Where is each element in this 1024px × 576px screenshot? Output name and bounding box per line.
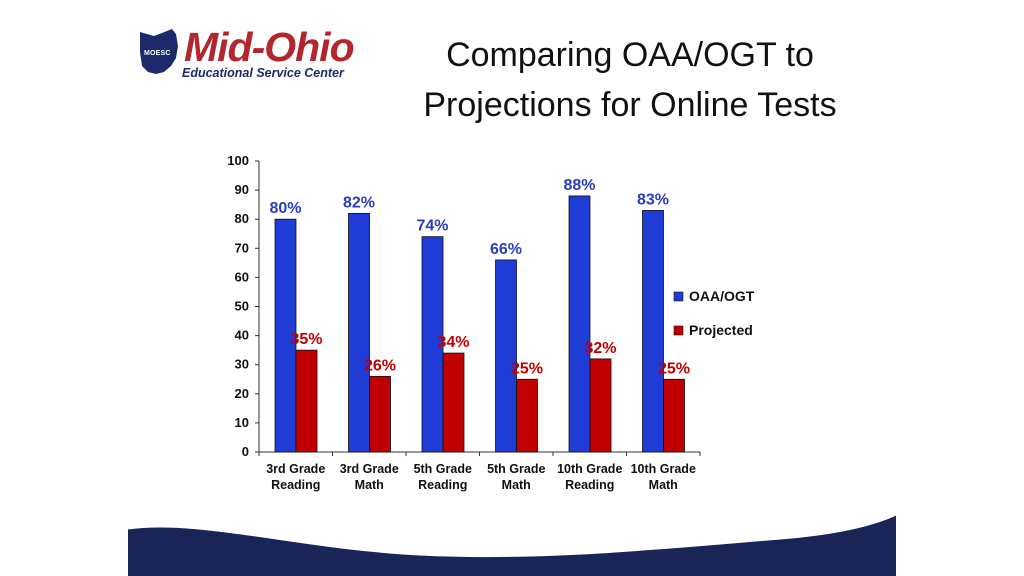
slide-title-line-1: Comparing OAA/OGT to xyxy=(446,36,814,74)
y-tick-label: 50 xyxy=(235,299,249,314)
x-tick-label: 10th Grade xyxy=(557,462,622,476)
bar-projected xyxy=(516,378,538,453)
bar-oaa-ogt xyxy=(568,195,591,453)
bar-oaa-ogt xyxy=(274,218,297,453)
y-tick-label: 0 xyxy=(242,444,249,459)
bar-oaa-ogt xyxy=(642,210,664,453)
data-label: 66% xyxy=(490,241,522,258)
x-tick-label: Reading xyxy=(271,478,320,492)
bar-projected xyxy=(663,378,685,453)
x-tick-label: 3rd Grade xyxy=(266,462,325,476)
y-tick-label: 20 xyxy=(235,386,249,401)
data-label: 35% xyxy=(290,331,322,348)
logo-subtitle: Educational Service Center xyxy=(182,66,344,80)
bar-oaa-ogt xyxy=(495,259,517,453)
bar-oaa-ogt xyxy=(421,236,444,453)
data-label: 83% xyxy=(637,191,669,208)
y-tick-label: 100 xyxy=(227,153,249,168)
data-label: 26% xyxy=(364,357,396,374)
x-tick-label: Math xyxy=(355,478,384,492)
y-tick-label: 10 xyxy=(235,415,249,430)
wave-highlight xyxy=(127,512,897,558)
bar-projected xyxy=(589,358,612,453)
x-tick-label: Math xyxy=(502,478,531,492)
data-label: 82% xyxy=(343,194,375,211)
x-tick-label: 3rd Grade xyxy=(340,462,399,476)
logo-abbreviation: MOESC xyxy=(144,50,171,57)
x-tick-label: Math xyxy=(649,478,678,492)
y-tick-label: 80 xyxy=(235,211,249,226)
data-label: 80% xyxy=(269,200,301,217)
y-tick-label: 40 xyxy=(235,328,249,343)
data-label: 88% xyxy=(563,177,595,194)
logo: MOESC Mid-Ohio Educational Service Cente… xyxy=(138,24,394,84)
wave-band xyxy=(128,514,896,576)
slide-title: Comparing OAA/OGT to Projections for Onl… xyxy=(380,30,880,130)
legend-swatch xyxy=(673,291,684,302)
y-tick-label: 30 xyxy=(235,357,249,372)
data-label: 32% xyxy=(584,340,616,357)
legend-swatch xyxy=(673,325,684,336)
legend-label: OAA/OGT xyxy=(689,288,755,304)
x-tick-label: 10th Grade xyxy=(631,462,696,476)
data-label: 25% xyxy=(658,360,690,377)
y-tick-label: 90 xyxy=(235,182,249,197)
slide-title-line-2: Projections for Online Tests xyxy=(423,86,837,124)
legend-label: Projected xyxy=(689,322,753,338)
x-tick-label: Reading xyxy=(565,478,614,492)
bar-projected xyxy=(295,349,318,453)
y-tick-label: 60 xyxy=(235,269,249,284)
ohio-state-icon xyxy=(140,29,178,74)
bar-projected xyxy=(442,352,465,453)
data-label: 74% xyxy=(416,218,448,235)
x-tick-label: 5th Grade xyxy=(414,462,472,476)
data-label: 34% xyxy=(437,334,469,351)
bar-projected xyxy=(369,375,391,453)
y-tick-label: 70 xyxy=(235,240,249,255)
data-label: 25% xyxy=(511,360,543,377)
x-tick-label: Reading xyxy=(418,478,467,492)
x-tick-label: 5th Grade xyxy=(487,462,545,476)
bar-oaa-ogt xyxy=(348,212,370,453)
logo-name: Mid-Ohio xyxy=(184,24,355,70)
